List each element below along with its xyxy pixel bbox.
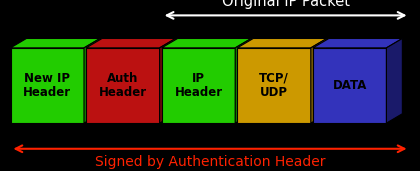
Polygon shape — [237, 38, 327, 48]
Polygon shape — [10, 38, 100, 48]
Polygon shape — [86, 48, 160, 123]
Polygon shape — [237, 48, 311, 123]
Polygon shape — [162, 38, 251, 48]
Text: Original IP Packet: Original IP Packet — [222, 0, 349, 9]
Text: Auth
Header: Auth Header — [99, 71, 147, 100]
Polygon shape — [10, 48, 84, 123]
Polygon shape — [162, 48, 235, 123]
Polygon shape — [84, 38, 100, 123]
Text: TCP/
UDP: TCP/ UDP — [259, 71, 289, 100]
Text: New IP
Header: New IP Header — [23, 71, 71, 100]
Polygon shape — [311, 38, 327, 123]
Text: Signed by Authentication Header: Signed by Authentication Header — [95, 155, 325, 169]
Text: IP
Header: IP Header — [174, 71, 223, 100]
Polygon shape — [86, 38, 176, 48]
Polygon shape — [313, 48, 386, 123]
Text: DATA: DATA — [333, 79, 367, 92]
Polygon shape — [386, 38, 402, 123]
Polygon shape — [313, 38, 402, 48]
Polygon shape — [235, 38, 251, 123]
Polygon shape — [160, 38, 176, 123]
